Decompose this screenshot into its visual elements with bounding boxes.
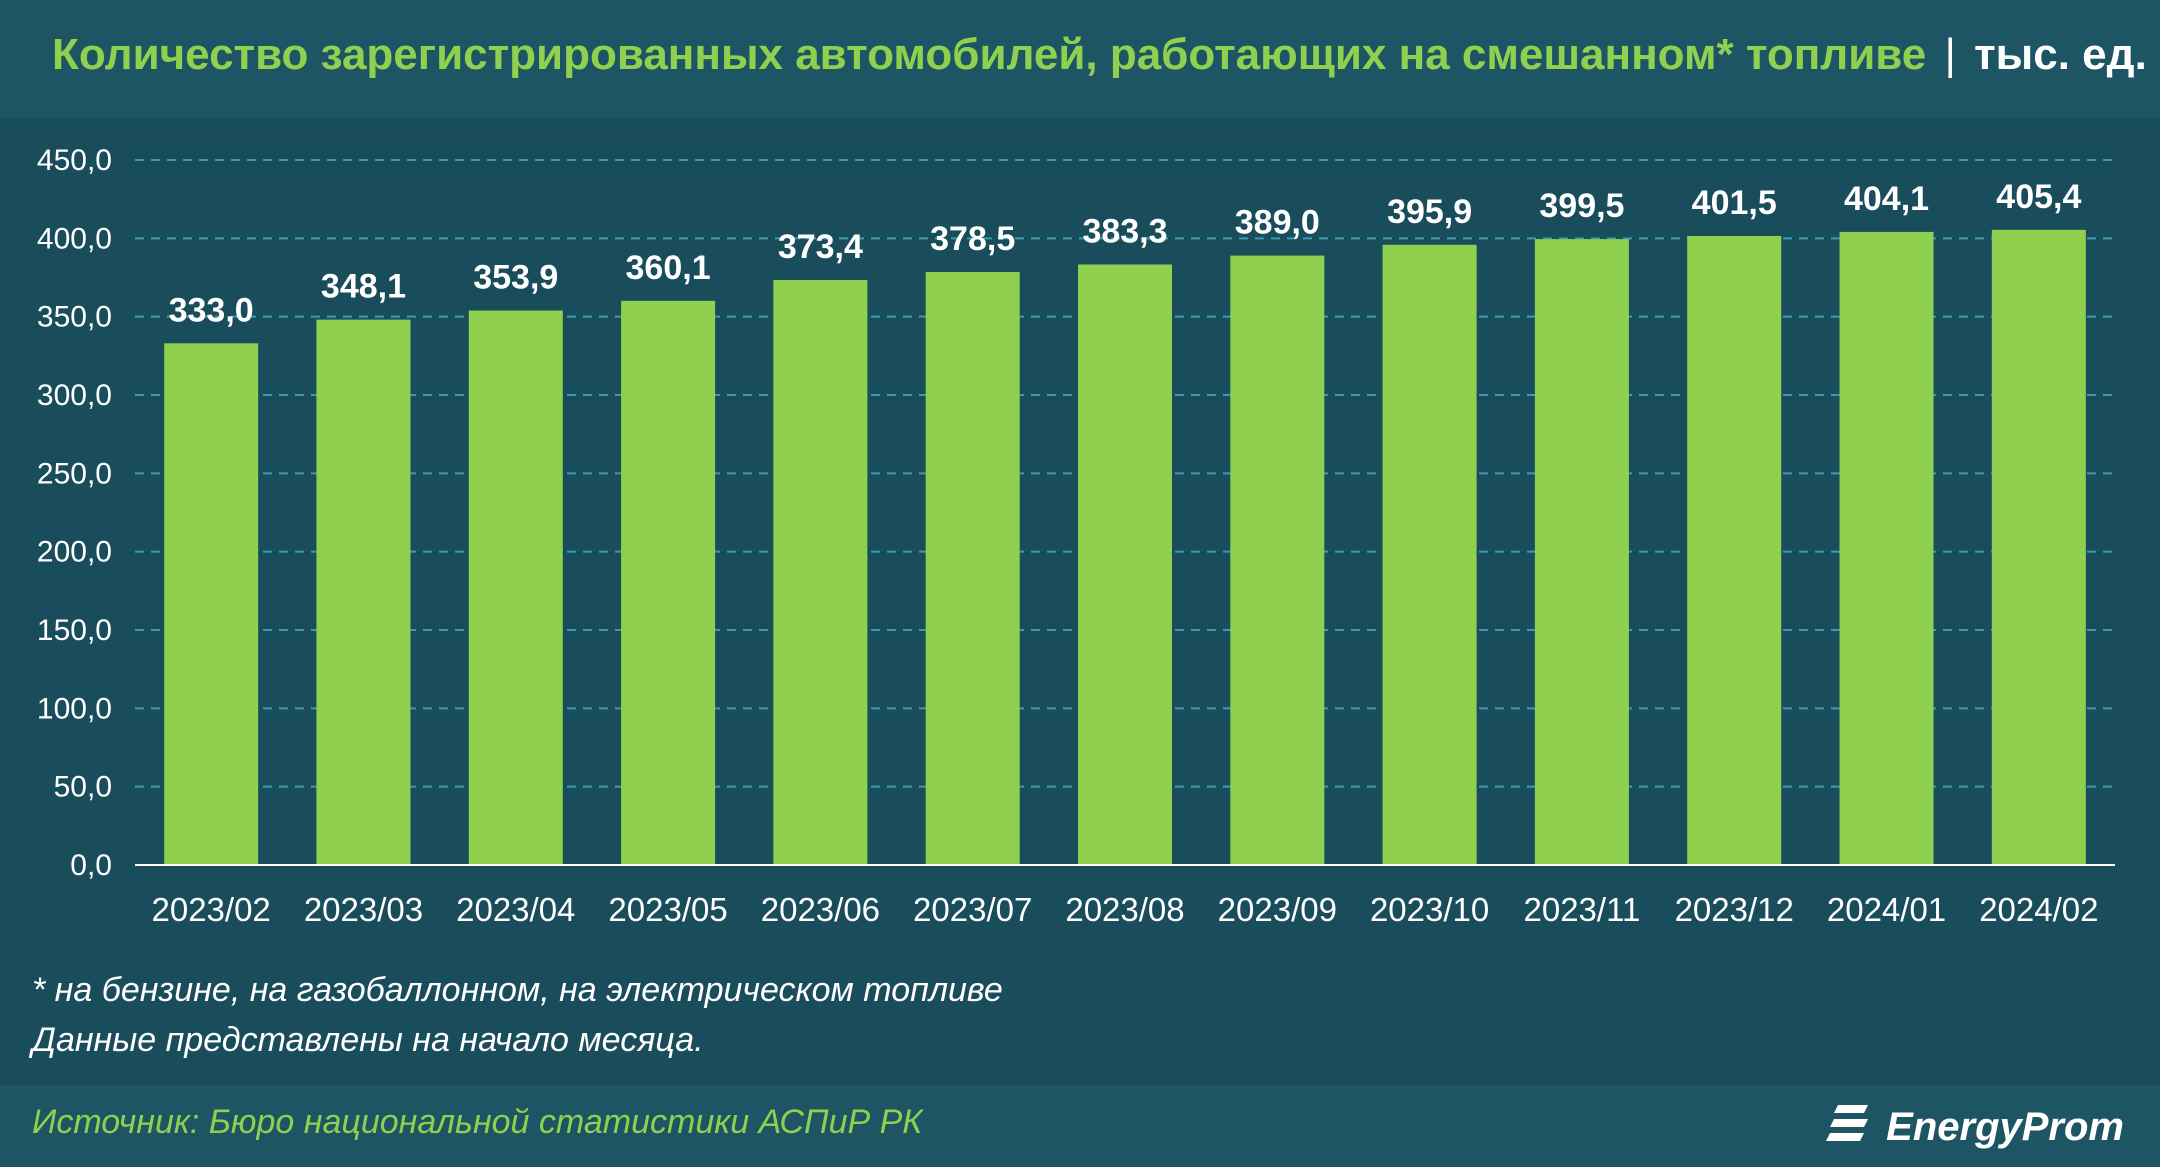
y-tick-label: 100,0	[37, 692, 112, 725]
source-text: Источник: Бюро национальной статистики А…	[32, 1103, 923, 1141]
footnote-data-date: Данные представлены на начало месяца.	[32, 1021, 704, 1059]
bar	[164, 343, 259, 865]
bar	[1687, 235, 1782, 865]
data-label: 399,5	[1539, 187, 1624, 225]
data-label: 353,9	[473, 259, 558, 297]
y-tick-label: 250,0	[37, 457, 112, 490]
data-label: 383,3	[1082, 212, 1167, 250]
chart-unit: тыс. ед.	[1974, 30, 2147, 79]
x-tick-label: 2023/02	[152, 891, 271, 928]
bar-chart: 333,0 348,1 353,9 360,1 373,4 378,5 383,3 389,0…	[37, 144, 2115, 928]
chart-title-text: Количество зарегистрированных автомобиле…	[52, 30, 1927, 79]
bar	[316, 319, 411, 865]
data-label: 333,0	[169, 291, 254, 329]
bar	[621, 300, 716, 865]
data-label: 373,4	[778, 228, 863, 266]
chart-title: Количество зарегистрированных автомобиле…	[52, 30, 2147, 80]
bar	[1078, 264, 1172, 865]
x-tick-label: 2023/11	[1524, 891, 1641, 928]
chart-area: 333,0 348,1 353,9 360,1 373,4 378,5 383,3 389,0…	[0, 118, 2160, 938]
footnotes: * на бензине, на газобаллонном, на элект…	[32, 965, 1003, 1065]
y-tick-label: 300,0	[37, 379, 112, 412]
y-tick-label: 0,0	[70, 849, 112, 882]
x-tick-label: 2023/05	[608, 891, 727, 928]
x-tick-label: 2023/07	[913, 891, 1032, 928]
y-tick-label: 150,0	[37, 614, 112, 647]
x-tick-label: 2024/02	[1979, 891, 2098, 928]
title-separator: |	[1944, 30, 1956, 79]
bar	[1839, 231, 1934, 865]
data-label: 378,5	[930, 220, 1015, 258]
x-tick-label: 2023/08	[1065, 891, 1184, 928]
bar	[1230, 255, 1325, 866]
data-label: 401,5	[1692, 184, 1777, 222]
y-tick-label: 350,0	[37, 301, 112, 334]
data-label: 360,1	[626, 249, 711, 287]
x-tick-label: 2023/06	[761, 891, 880, 928]
y-tick-label: 200,0	[37, 536, 112, 569]
bar	[1991, 229, 2086, 865]
data-label: 405,4	[1996, 178, 2081, 216]
footnote-fuel-types: * на бензине, на газобаллонном, на элект…	[32, 971, 1003, 1009]
x-tick-label: 2023/04	[456, 891, 575, 928]
bar	[1534, 239, 1629, 865]
y-tick-label: 400,0	[37, 222, 112, 255]
bar	[925, 272, 1020, 865]
y-tick-label: 50,0	[54, 771, 112, 804]
data-label: 348,1	[321, 268, 406, 306]
y-tick-label: 450,0	[37, 144, 112, 177]
logo-text: EnergyProm	[1886, 1104, 2124, 1149]
data-label: 389,0	[1235, 204, 1320, 242]
data-label: 395,9	[1387, 193, 1472, 231]
energyprom-logo: EnergyProm	[1824, 1097, 2124, 1157]
bar	[773, 280, 868, 865]
title-bar: Количество зарегистрированных автомобиле…	[0, 0, 2160, 118]
energyprom-logo-icon	[1824, 1099, 1876, 1156]
footer-bar: Источник: Бюро национальной статистики А…	[0, 1085, 2160, 1167]
x-tick-label: 2023/03	[304, 891, 423, 928]
bar	[1382, 244, 1477, 866]
data-label: 404,1	[1844, 180, 1929, 218]
bar	[468, 310, 563, 866]
x-tick-label: 2023/10	[1370, 891, 1489, 928]
x-tick-label: 2023/09	[1218, 891, 1337, 928]
x-tick-label: 2024/01	[1827, 891, 1946, 928]
x-tick-label: 2023/12	[1675, 891, 1794, 928]
